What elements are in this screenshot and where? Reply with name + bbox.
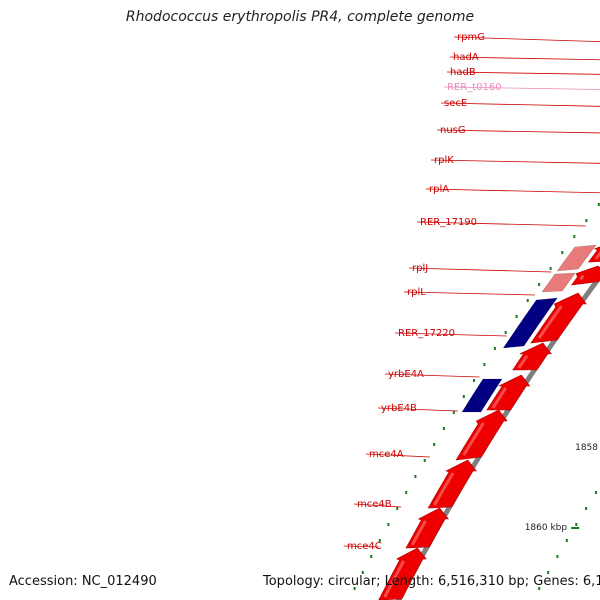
gene-label-rplj: rplJ xyxy=(412,263,428,274)
gene-leader-line xyxy=(446,71,600,75)
tick-dot xyxy=(549,267,552,270)
gene-label-mce4b: mce4B xyxy=(357,499,392,510)
gene-leader-line xyxy=(436,129,600,134)
cog-block xyxy=(461,378,503,413)
tick-dot xyxy=(442,427,445,430)
kbp-tick-label: 1860 kbp xyxy=(525,523,568,533)
gene-label-rpmg: rpmG xyxy=(457,32,485,43)
tick-dot xyxy=(585,219,588,222)
gene-arrows xyxy=(378,246,600,600)
gene-leader-line xyxy=(365,453,431,458)
tick-dot xyxy=(538,587,541,590)
cog-block xyxy=(541,272,576,293)
gene-leader-line xyxy=(353,503,402,508)
tick-dot xyxy=(565,539,568,542)
tick-dot xyxy=(405,491,408,494)
tick-dot xyxy=(526,299,529,302)
gene-label-rpll: rplL xyxy=(407,287,426,298)
tick-dot xyxy=(515,315,518,318)
gene-leader-line xyxy=(425,188,600,194)
tick-dot xyxy=(595,491,597,494)
tick-dot xyxy=(538,283,541,286)
cog-block xyxy=(556,244,597,272)
gene-leader-line xyxy=(377,407,458,412)
tick-dot xyxy=(396,507,399,510)
gene-labels: rpmG hadA hadB RER_t0160 secE nusG rplK rplA RER… xyxy=(343,32,600,552)
gene-leader-line xyxy=(440,102,600,107)
gene-label-mce4a: mce4A xyxy=(369,449,404,460)
gene-leader-line xyxy=(443,86,600,90)
tick-dot xyxy=(473,379,475,382)
gene-label-yrbe4b: yrbE4B xyxy=(381,403,417,414)
gene-label-rplk: rplK xyxy=(434,155,454,166)
gene-leader-line xyxy=(403,291,535,296)
gene-leader-line xyxy=(394,332,507,337)
gene-arrow-highlight xyxy=(462,422,485,456)
gene-leader-line xyxy=(453,36,600,43)
gene-arrow xyxy=(570,265,600,286)
cog-blocks xyxy=(461,244,597,413)
tick-dot xyxy=(433,443,436,446)
gene-label-rer_t0160: RER_t0160 xyxy=(447,82,502,93)
gene-arrow-highlight xyxy=(579,274,585,281)
tick-dot xyxy=(370,555,373,558)
tick-dot xyxy=(423,459,426,462)
gene-label-yrbe4a: yrbE4A xyxy=(388,369,424,380)
cog-block xyxy=(502,297,558,349)
kbp-tick-label: 1858 kbp xyxy=(575,443,600,453)
tick-dot xyxy=(361,571,364,574)
accession-text: Accession: NC_012490 xyxy=(9,574,157,589)
tick-dot xyxy=(547,571,550,574)
gene-label-rpla: rplA xyxy=(429,184,449,195)
tick-dot xyxy=(504,331,507,334)
gene-leader-line xyxy=(430,159,600,164)
gene-label-rer_17190: RER_17190 xyxy=(420,217,477,228)
kbp-major-tick xyxy=(571,527,580,529)
tick-dot xyxy=(575,523,578,526)
gene-label-rer_17220: RER_17220 xyxy=(398,328,455,339)
tick-dot xyxy=(493,347,496,350)
gene-leader-line xyxy=(384,373,480,378)
tick-dot xyxy=(353,587,356,590)
tick-dot xyxy=(573,235,576,238)
gene-arrow-highlight xyxy=(383,560,405,598)
gene-label-nusg: nusG xyxy=(440,125,466,136)
gene-arrow-highlight xyxy=(433,472,455,506)
gene-arrow-highlight xyxy=(517,354,529,369)
tick-dot xyxy=(556,555,559,558)
gene-arrow-highlight xyxy=(410,520,427,546)
gene-arrow-highlight xyxy=(537,305,563,339)
gene-leader-line xyxy=(416,221,586,227)
tick-dot xyxy=(452,411,455,414)
tick-dot xyxy=(462,395,465,398)
topology-text: Topology: circular; Length: 6,516,310 bp… xyxy=(263,574,600,589)
gene-label-sece: secE xyxy=(444,98,467,109)
kbp-scale: 1848 kbp1850 kbp1852 kbp1854 kbp1856 kbp… xyxy=(525,443,600,533)
dotted-ticks xyxy=(353,203,600,590)
gene-leader-line xyxy=(449,56,600,61)
map-title: Rhodococcus erythropolis PR4, complete g… xyxy=(125,9,475,25)
gene-arrow-highlight xyxy=(594,250,600,260)
tick-dot xyxy=(414,475,417,478)
gene-leader-line xyxy=(343,545,380,548)
tick-dot xyxy=(387,523,390,526)
tick-dot xyxy=(483,363,486,366)
tick-dot xyxy=(597,203,600,206)
tick-dot xyxy=(561,251,564,254)
gene-label-hada: hadA xyxy=(453,52,479,63)
gene-leader-line xyxy=(408,267,552,273)
gene-label-mce4c: mce4C xyxy=(347,541,382,552)
tick-dot xyxy=(585,507,588,510)
gene-arrow-highlight xyxy=(491,387,507,409)
tick-dot xyxy=(378,539,381,542)
gene-label-hadb: hadB xyxy=(450,67,476,78)
